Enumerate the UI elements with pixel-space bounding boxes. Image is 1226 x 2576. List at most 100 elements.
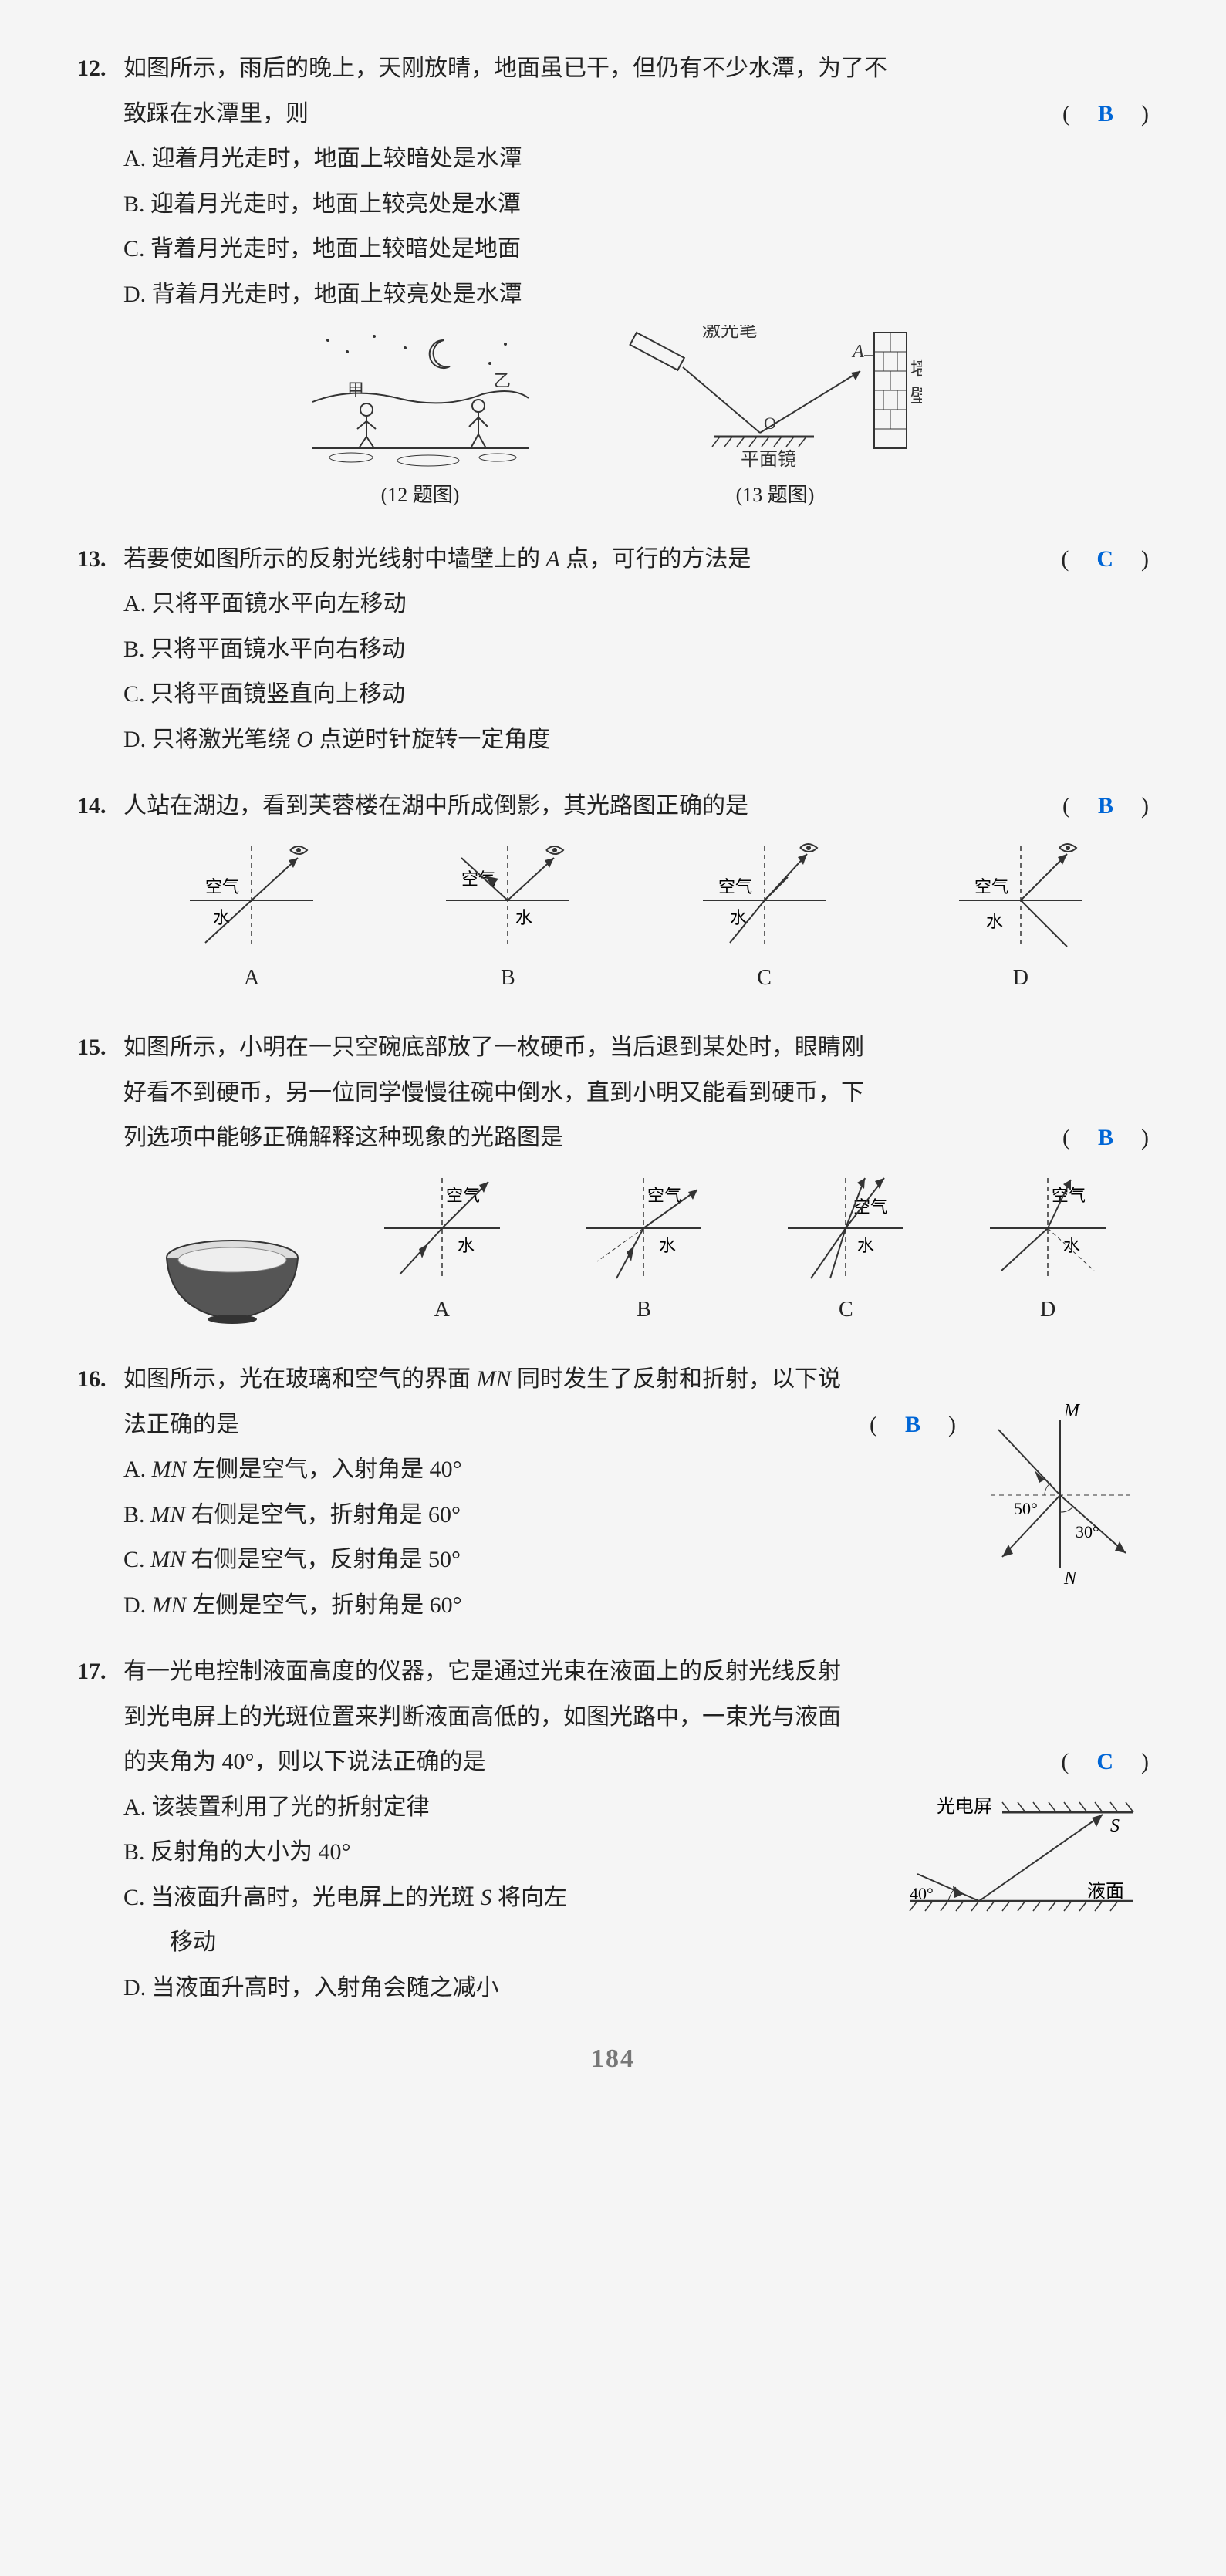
- q15-figD: 空气 水 D: [978, 1170, 1117, 1332]
- q15-figC: 空气 水 C: [776, 1170, 915, 1332]
- q15-figA: 空气 水 A: [373, 1170, 512, 1332]
- svg-text:S: S: [1110, 1816, 1120, 1836]
- q13-number: 13.: [77, 537, 123, 582]
- q16-answer-slot: ( B ): [870, 1403, 956, 1448]
- q16-stem1: 如图所示，光在玻璃和空气的界面 MN 同时发生了反射和折射，以下说: [123, 1357, 1149, 1403]
- q12-q13-figures-row: 甲 乙 (12 题图) 激光笔: [77, 325, 1149, 515]
- svg-text:M: M: [1063, 1403, 1081, 1421]
- svg-text:30°: 30°: [1076, 1522, 1099, 1541]
- q15-labelA: A: [373, 1289, 512, 1332]
- q13-optC: C. 只将平面镜竖直向上移动: [123, 672, 1149, 717]
- q14-labelD: D: [944, 957, 1098, 1000]
- question-15: 15. 如图所示，小明在一只空碗底部放了一枚硬币，当后退到某处时，眼睛刚 好看不…: [77, 1025, 1149, 1335]
- q17-answer: C: [1092, 1749, 1118, 1774]
- q15-labelD: D: [978, 1289, 1117, 1332]
- question-12: 12. 如图所示，雨后的晚上，天刚放晴，地面虽已干，但仍有不少水潭，为了不 致踩…: [77, 46, 1149, 515]
- q13-optD: D. 只将激光笔绕 O 点逆时针旋转一定角度: [123, 717, 1149, 763]
- svg-text:空气: 空气: [1052, 1186, 1086, 1205]
- q17-stem3: 的夹角为 40°，则以下说法正确的是: [123, 1740, 1045, 1785]
- svg-text:O: O: [764, 414, 776, 433]
- q14-figA: 空气 水 A: [174, 839, 329, 1000]
- svg-text:空气: 空气: [205, 877, 239, 896]
- q15-number: 15.: [77, 1025, 123, 1071]
- fig13: 激光笔 O 平面镜 A: [629, 325, 922, 515]
- svg-text:液面: 液面: [1087, 1881, 1124, 1902]
- q17-stem2: 到光电屏上的光斑位置来判断液面高低的，如图光路中，一束光与液面: [123, 1695, 1149, 1740]
- svg-text:A: A: [851, 342, 864, 362]
- q14-answer-slot: ( B ): [1062, 784, 1149, 829]
- svg-text:空气: 空气: [718, 877, 752, 896]
- q14-options-row: 空气 水 A: [123, 839, 1149, 1000]
- svg-text:空气: 空气: [647, 1186, 681, 1205]
- question-16: 16. 如图所示，光在玻璃和空气的界面 MN 同时发生了反射和折射，以下说 M …: [77, 1357, 1149, 1628]
- q14-number: 14.: [77, 784, 123, 829]
- q15-stem3: 列选项中能够正确解释这种现象的光路图是: [123, 1116, 1047, 1161]
- svg-text:N: N: [1063, 1568, 1078, 1588]
- q12-optC: C. 背着月光走时，地面上较暗处是地面: [123, 227, 1149, 272]
- q15-stem1: 如图所示，小明在一只空碗底部放了一枚硬币，当后退到某处时，眼睛刚: [123, 1025, 1149, 1071]
- svg-text:水: 水: [1063, 1236, 1080, 1255]
- q15-stem2: 好看不到硬币，另一位同学慢慢往碗中倒水，直到小明又能看到硬币，下: [123, 1071, 1149, 1116]
- q15-answer: B: [1093, 1125, 1118, 1150]
- svg-text:空气: 空气: [974, 877, 1008, 896]
- fig13-svg: 激光笔 O 平面镜 A: [629, 325, 922, 471]
- q14-stem: 人站在湖边，看到芙蓉楼在湖中所成倒影，其光路图正确的是: [123, 784, 1047, 829]
- svg-text:水: 水: [515, 908, 532, 927]
- q13-stem: 若要使如图所示的反射光线射中墙壁上的 A 点，可行的方法是: [123, 537, 1045, 582]
- q15-figB: 空气 水 B: [574, 1170, 713, 1332]
- q17-answer-slot: ( C ): [1061, 1740, 1149, 1785]
- fig16: M N 50°: [971, 1403, 1149, 1588]
- q17-stem1: 有一光电控制液面高度的仪器，它是通过光束在液面上的反射光线反射: [123, 1649, 1149, 1695]
- q15-labelC: C: [776, 1289, 915, 1332]
- fig12-label-right: 乙: [494, 371, 511, 390]
- question-14: 14. 人站在湖边，看到芙蓉楼在湖中所成倒影，其光路图正确的是 ( B ) 空气…: [77, 784, 1149, 1004]
- q15-labelB: B: [574, 1289, 713, 1332]
- fig13-caption: (13 题图): [629, 476, 922, 515]
- q14-answer: B: [1093, 793, 1118, 819]
- question-17: 17. 有一光电控制液面高度的仪器，它是通过光束在液面上的反射光线反射 到光电屏…: [77, 1649, 1149, 2010]
- fig12: 甲 乙 (12 题图): [305, 325, 536, 515]
- q15-bowl: [155, 1223, 309, 1331]
- svg-text:水: 水: [986, 912, 1003, 931]
- q14-labelB: B: [431, 957, 585, 1000]
- fig17: 光电屏 S 液面: [894, 1785, 1149, 1940]
- q13-answer-slot: ( C ): [1061, 537, 1149, 582]
- q12-optD: D. 背着月光走时，地面上较亮处是水潭: [123, 272, 1149, 318]
- fig12-svg: 甲 乙: [305, 325, 536, 471]
- q14-labelA: A: [174, 957, 329, 1000]
- svg-text:50°: 50°: [1014, 1499, 1038, 1518]
- q16-answer: B: [900, 1412, 925, 1437]
- svg-text:墙: 墙: [910, 359, 922, 380]
- q13-optA: A. 只将平面镜水平向左移动: [123, 582, 1149, 627]
- svg-text:空气: 空气: [853, 1197, 887, 1217]
- q13-optB: B. 只将平面镜水平向右移动: [123, 627, 1149, 673]
- svg-text:平面镜: 平面镜: [741, 449, 796, 470]
- fig13-laser-label: 激光笔: [702, 325, 758, 341]
- fig12-caption: (12 题图): [305, 476, 536, 515]
- q16-stem2: 法正确的是: [123, 1403, 854, 1448]
- q12-stem-line1: 如图所示，雨后的晚上，天刚放晴，地面虽已干，但仍有不少水潭，为了不: [123, 46, 1149, 92]
- q16-optD: D. MN 左侧是空气，折射角是 60°: [123, 1583, 1149, 1629]
- q16-number: 16.: [77, 1357, 123, 1403]
- q12-stem-line2: 致踩在水潭里，则: [123, 92, 1047, 137]
- q17-optD: D. 当液面升高时，入射角会随之减小: [123, 1966, 1149, 2011]
- q14-labelC: C: [687, 957, 842, 1000]
- q14-figD: 空气 水 D: [944, 839, 1098, 1000]
- page-number: 184: [77, 2034, 1149, 2085]
- q12-number: 12.: [77, 46, 123, 92]
- q12-optB: B. 迎着月光走时，地面上较亮处是水潭: [123, 182, 1149, 228]
- svg-text:水: 水: [659, 1236, 676, 1255]
- fig12-label-left: 甲: [347, 380, 364, 400]
- q15-answer-slot: ( B ): [1062, 1116, 1149, 1161]
- svg-text:水: 水: [458, 1236, 475, 1255]
- q17-number: 17.: [77, 1649, 123, 1695]
- q12-answer: B: [1093, 101, 1118, 127]
- svg-text:水: 水: [857, 1236, 874, 1255]
- question-13: 13. 若要使如图所示的反射光线射中墙壁上的 A 点，可行的方法是 ( C ) …: [77, 537, 1149, 763]
- svg-text:40°: 40°: [910, 1884, 934, 1903]
- q13-answer: C: [1092, 546, 1118, 572]
- svg-text:光电屏: 光电屏: [937, 1796, 992, 1817]
- q15-options-row: 空气 水 A 空气 水: [123, 1170, 1149, 1332]
- q12-answer-slot: ( B ): [1062, 92, 1149, 137]
- q14-figC: 空气 水 C: [687, 839, 842, 1000]
